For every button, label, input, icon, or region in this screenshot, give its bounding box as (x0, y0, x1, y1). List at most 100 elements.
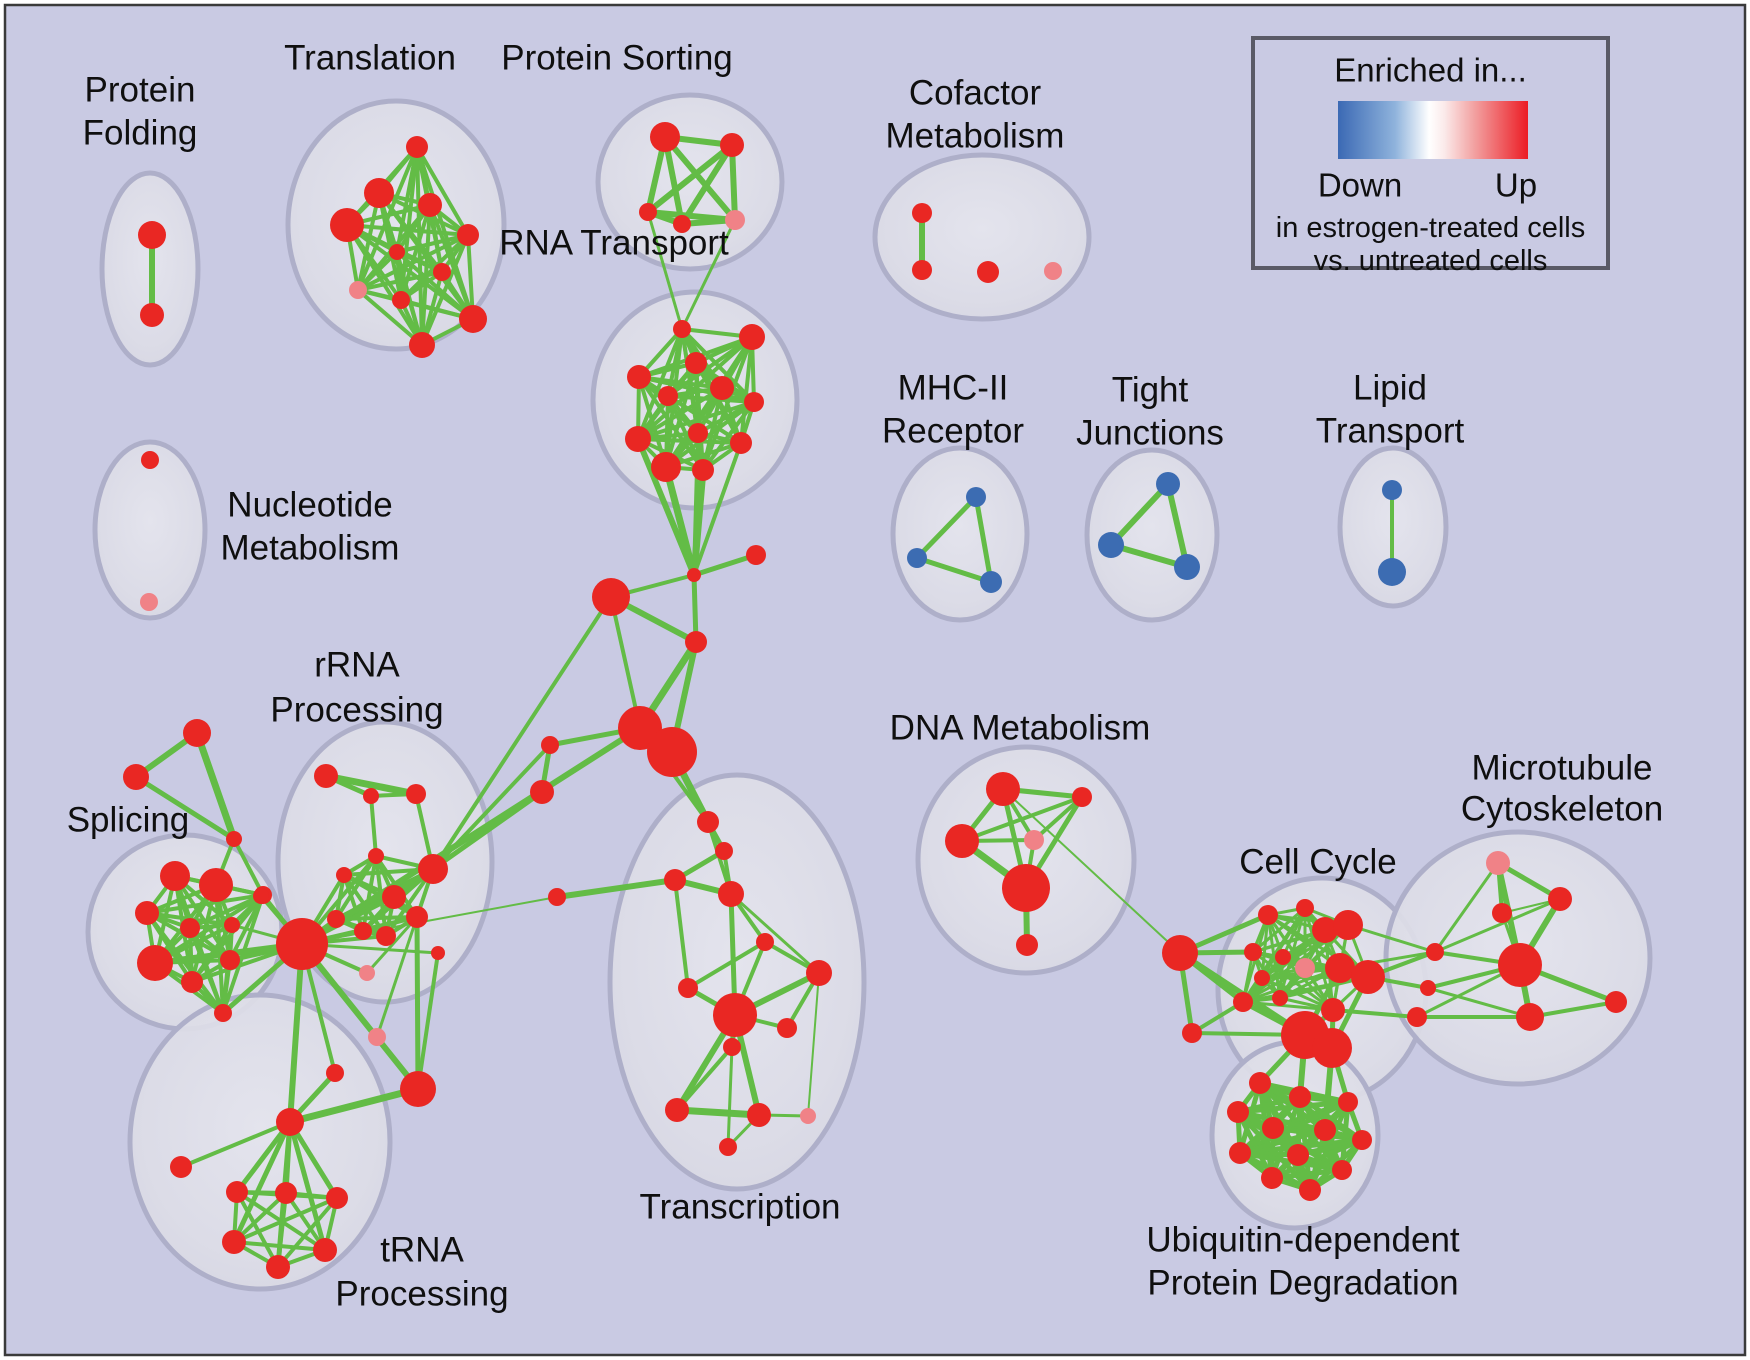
gene-set-node-rt1 (673, 320, 691, 338)
cluster-label-transcription: Transcription (640, 1188, 841, 1227)
gene-set-node-hub2 (647, 727, 697, 777)
edge-rhub-tnh (287, 941, 305, 1125)
gene-set-node-rt10 (730, 432, 752, 454)
gene-set-node-mt4 (1498, 943, 1542, 987)
gene-set-node-ps3 (639, 203, 657, 221)
gene-set-node-tr6 (678, 978, 698, 998)
edge-rp2-r8 (375, 915, 419, 1039)
edge-rt6-rt7 (666, 394, 756, 404)
gene-set-node-cc13 (1272, 990, 1288, 1006)
edge-t6-t8 (356, 250, 399, 292)
cluster-label-tight-junctions-line1: Tight (1112, 371, 1189, 410)
gene-set-node-r5 (336, 867, 352, 883)
edge-tn3-tn6 (276, 1196, 339, 1269)
edge-c3-hub1 (609, 595, 642, 730)
cluster-label-mhc-ii-receptor-line2: Receptor (882, 412, 1024, 451)
gene-set-node-t1 (406, 136, 428, 158)
edge-ps5-rt1 (680, 218, 737, 331)
gene-set-node-ps4 (673, 215, 691, 233)
edge-s8-s10 (153, 893, 265, 965)
cluster-label-protein-sorting: Protein Sorting (501, 39, 733, 78)
gene-set-node-u7 (1352, 1130, 1372, 1150)
gene-set-node-t9 (392, 291, 410, 309)
edge-m2-m3 (914, 555, 994, 585)
gene-set-node-rt3 (685, 352, 707, 374)
edge-rt7-rt9 (636, 400, 756, 441)
legend-title: Enriched in... (1334, 52, 1527, 89)
gene-set-node-tn0 (170, 1156, 192, 1178)
cluster-label-mhc-ii-receptor-line1: MHC-II (898, 369, 1009, 408)
gene-set-node-cc11 (1254, 970, 1270, 986)
edge-rt11-c1 (662, 463, 698, 579)
gene-set-node-u3 (1338, 1092, 1358, 1112)
gene-set-node-cf1 (912, 203, 932, 223)
gene-set-node-l2 (530, 780, 554, 804)
edge-cc18-mt1 (1433, 861, 1500, 954)
gene-set-node-tj3 (1174, 554, 1200, 580)
cluster-label-cell-cycle: Cell Cycle (1239, 843, 1397, 882)
edge-s3-s8 (232, 837, 265, 897)
legend-gradient-bar (1338, 101, 1528, 159)
gene-set-node-m3 (980, 571, 1002, 593)
gene-set-node-s10 (137, 945, 173, 981)
edge-ps3-rt1 (646, 210, 684, 331)
gene-set-node-s1 (183, 719, 211, 747)
gene-set-node-rt2 (739, 324, 765, 350)
gene-set-node-u8 (1229, 1142, 1251, 1164)
edge-rt5-rt12 (701, 386, 724, 472)
gene-set-node-s2 (123, 764, 149, 790)
edge-r14-r13 (416, 951, 440, 1091)
edge-rt4-rt7 (637, 375, 756, 404)
edge-t1-t5 (415, 145, 470, 237)
gene-set-node-t3 (418, 193, 442, 217)
gene-set-node-tr12 (665, 1098, 689, 1122)
edge-tr11-tr15 (726, 1045, 734, 1149)
gene-set-node-cc7 (1275, 949, 1291, 965)
gene-set-node-u1 (1249, 1072, 1271, 1094)
edge-tn3-tn4 (232, 1196, 339, 1244)
edge-d1-cc1 (1002, 788, 1181, 954)
edge-t5-t8 (356, 233, 470, 292)
gene-set-node-r1 (314, 764, 338, 788)
legend-subtitle-line2: vs. untreated cells (1314, 245, 1548, 277)
edge-tr14-tr8 (807, 972, 820, 1117)
edge-s6-s8 (145, 893, 265, 915)
cluster-label-ubiquitin-degradation-line2: Protein Degradation (1147, 1264, 1458, 1303)
gene-set-node-tr5 (548, 888, 566, 906)
gene-set-node-s5 (199, 868, 233, 902)
gene-set-node-tr14 (800, 1108, 816, 1124)
gene-set-node-c4 (685, 631, 707, 653)
gene-set-node-rt4 (627, 365, 651, 389)
gene-set-node-rt7 (744, 392, 764, 412)
gene-set-node-d5 (1002, 864, 1050, 912)
gene-set-node-cc8 (1295, 958, 1315, 978)
edge-rhub-hub1 (299, 725, 643, 947)
gene-set-node-t7 (433, 263, 451, 281)
gene-set-node-rhub (276, 918, 328, 970)
legend-subtitle-line1: in estrogen-treated cells (1276, 212, 1586, 244)
cluster-label-rrna-processing-line2: Processing (270, 691, 443, 730)
edge-rhub-tr5 (301, 896, 558, 945)
gene-set-node-ps5 (725, 210, 745, 230)
gene-set-node-rp1 (359, 965, 375, 981)
gene-set-node-u4 (1227, 1101, 1249, 1123)
gene-set-node-cf3 (977, 261, 999, 283)
gene-set-node-r2 (363, 788, 379, 804)
cluster-ellipse-cofactor-metabolism (872, 152, 1092, 322)
edge-tr4-tr8 (729, 892, 821, 975)
edge-t8-t11 (356, 288, 424, 347)
gene-set-node-cc12 (1233, 992, 1253, 1012)
gene-set-node-u12 (1299, 1179, 1321, 1201)
cluster-label-nucleotide-metabolism-line2: Metabolism (221, 529, 400, 568)
gene-set-node-cc5 (1333, 910, 1363, 940)
gene-set-node-rt8 (688, 423, 708, 443)
edge-d2-d4 (1032, 795, 1084, 842)
edge-tr3-tr6 (673, 878, 690, 990)
gene-set-node-mt6 (1516, 1003, 1544, 1031)
gene-set-node-r9 (253, 888, 269, 904)
gene-set-node-r11 (354, 922, 372, 940)
gene-set-node-tj1 (1156, 472, 1180, 496)
cluster-label-rna-transport: RNA Transport (499, 224, 729, 263)
